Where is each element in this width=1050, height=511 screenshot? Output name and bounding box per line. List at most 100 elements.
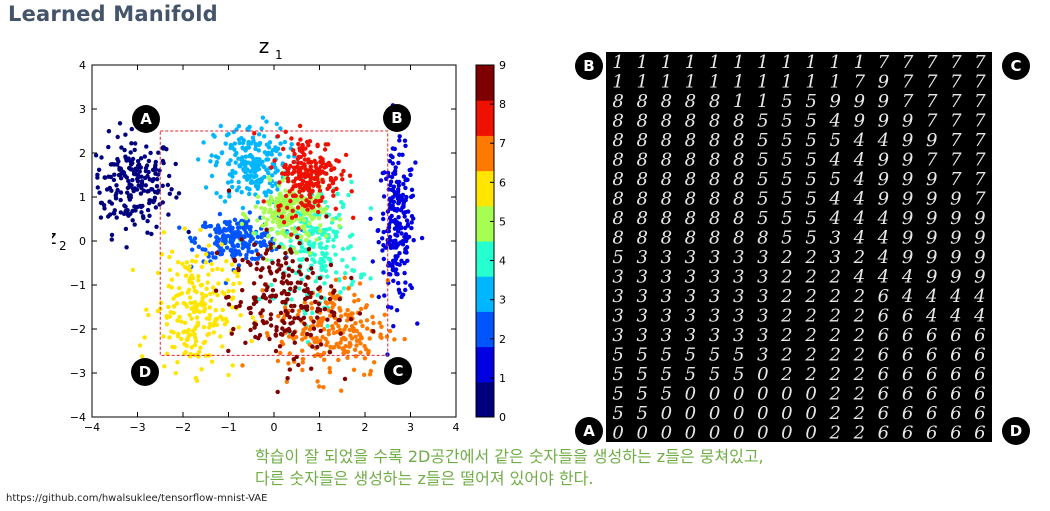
scatter-point-digit-0	[118, 176, 124, 181]
scatter-point-digit-9	[292, 288, 297, 294]
scatter-point-digit-6	[161, 230, 167, 235]
scatter-point-digit-7	[330, 324, 335, 329]
generated-digit: 8	[661, 130, 672, 151]
generated-digit: 6	[878, 286, 889, 307]
scatter-point-digit-0	[133, 141, 138, 146]
scatter-point-digit-8	[317, 188, 323, 193]
generated-digit: 3	[636, 306, 647, 327]
scatter-point-digit-9	[233, 304, 239, 310]
scatter-point-digit-5	[270, 219, 276, 224]
generated-digit: 0	[733, 403, 744, 424]
scatter-point-digit-6	[249, 338, 254, 344]
generated-digit: 5	[829, 169, 840, 190]
scatter-point-digit-8	[296, 154, 301, 160]
scatter-point-digit-9	[214, 250, 220, 256]
scatter-point-digit-3	[232, 141, 237, 146]
generated-digit: 8	[733, 150, 744, 171]
generated-digit: 2	[828, 403, 840, 424]
scatter-point-digit-6	[164, 322, 170, 327]
scatter-point-digit-8	[291, 159, 296, 165]
generated-digit: 6	[902, 306, 913, 327]
scatter-point-digit-8	[282, 163, 288, 168]
scatter-point-digit-1	[409, 187, 415, 192]
scatter-point-digit-7	[319, 316, 325, 321]
scatter-point-digit-5	[323, 206, 329, 211]
generated-digit: 5	[757, 189, 768, 210]
scatter-point-digit-6	[216, 281, 221, 286]
scatter-point-digit-7	[330, 301, 335, 306]
generated-digit: 5	[805, 91, 816, 112]
scatter-point-digit-1	[401, 210, 406, 216]
scatter-point-digit-7	[300, 367, 305, 373]
scatter-point-digit-4	[308, 243, 313, 248]
scatter-point-digit-9	[290, 308, 295, 313]
scatter-point-digit-1	[415, 321, 420, 326]
scatter-point-digit-0	[117, 121, 123, 126]
scatter-point-digit-3	[259, 176, 265, 181]
source-link[interactable]: https://github.com/hwalsuklee/tensorflow…	[6, 493, 268, 504]
generated-digit: 1	[757, 52, 768, 73]
scatter-point-digit-3	[243, 154, 248, 159]
scatter-point-digit-5	[261, 210, 267, 215]
scatter-point-digit-9	[279, 263, 284, 268]
scatter-point-digit-8	[298, 137, 303, 142]
scatter-point-digit-3	[278, 141, 283, 146]
scatter-point-digit-8	[289, 232, 294, 237]
scatter-point-digit-1	[375, 228, 380, 233]
scatter-point-digit-6	[164, 351, 170, 356]
scatter-point-digit-3	[236, 179, 241, 185]
generated-digit: 5	[709, 345, 720, 366]
scatter-point-digit-6	[220, 317, 225, 322]
scatter-point-digit-6	[176, 260, 181, 265]
scatter-point-digit-3	[264, 119, 269, 124]
scatter-point-digit-0	[152, 195, 158, 200]
scatter-point-digit-9	[226, 294, 231, 300]
scatter-point-digit-0	[115, 162, 120, 167]
generated-digit: 2	[780, 364, 792, 385]
scatter-point-digit-8	[296, 160, 301, 166]
scatter-point-digit-2	[192, 240, 197, 245]
generated-digit: 1	[612, 52, 623, 73]
scatter-point-digit-0	[167, 173, 172, 179]
scatter-point-digit-6	[175, 360, 180, 365]
scatter-point-digit-9	[253, 295, 258, 300]
scatter-point-digit-0	[154, 184, 160, 189]
scatter-point-digit-9	[311, 319, 316, 324]
scatter-point-digit-4	[312, 252, 317, 257]
generated-digit: 3	[661, 267, 672, 288]
scatter-point-digit-7	[296, 308, 302, 314]
scatter-point-digit-3	[233, 160, 238, 165]
generated-digit: 3	[733, 267, 744, 288]
scatter-point-digit-9	[324, 214, 329, 219]
generated-digit: 4	[828, 111, 840, 132]
scatter-point-digit-0	[135, 159, 141, 164]
scatter-point-digit-6	[184, 260, 189, 265]
scatter-point-digit-9	[297, 241, 302, 246]
generated-digit: 1	[805, 72, 816, 93]
scatter-point-digit-1	[396, 160, 401, 166]
colorbar-tick-label: 6	[499, 176, 506, 189]
generated-digit: 5	[685, 364, 696, 385]
scatter-point-digit-8	[349, 189, 354, 194]
scatter-point-digit-4	[257, 297, 262, 302]
generated-digit: 5	[805, 169, 816, 190]
scatter-point-digit-9	[329, 284, 334, 289]
generated-digit: 8	[757, 228, 768, 249]
digit-grid-svg: 1 1 1 1 1 1 1 1 1 1 1 7 7 7 7 71 1 1 1 1 1 1 1 1 1 7 9 7 7 7 78 8 8 8 8 1 1 5…	[612, 52, 986, 444]
scatter-point-digit-6	[206, 325, 212, 330]
scatter-point-digit-0	[140, 214, 146, 219]
generated-digit: 4	[853, 150, 865, 171]
scatter-point-digit-0	[186, 229, 191, 235]
scatter-point-digit-7	[349, 311, 354, 316]
scatter-point-digit-1	[403, 143, 408, 148]
generated-digit: 6	[902, 384, 913, 405]
scatter-point-digit-7	[325, 340, 330, 345]
scatter-point-digit-9	[327, 296, 333, 302]
generated-digit: 8	[709, 228, 720, 249]
scatter-point-digit-3	[255, 200, 260, 205]
scatter-point-digit-6	[177, 285, 182, 291]
scatter-point-digit-6	[155, 308, 161, 314]
scatter-point-digit-0	[136, 162, 142, 167]
generated-digit: 8	[636, 111, 647, 132]
generated-digit: 3	[685, 306, 696, 327]
